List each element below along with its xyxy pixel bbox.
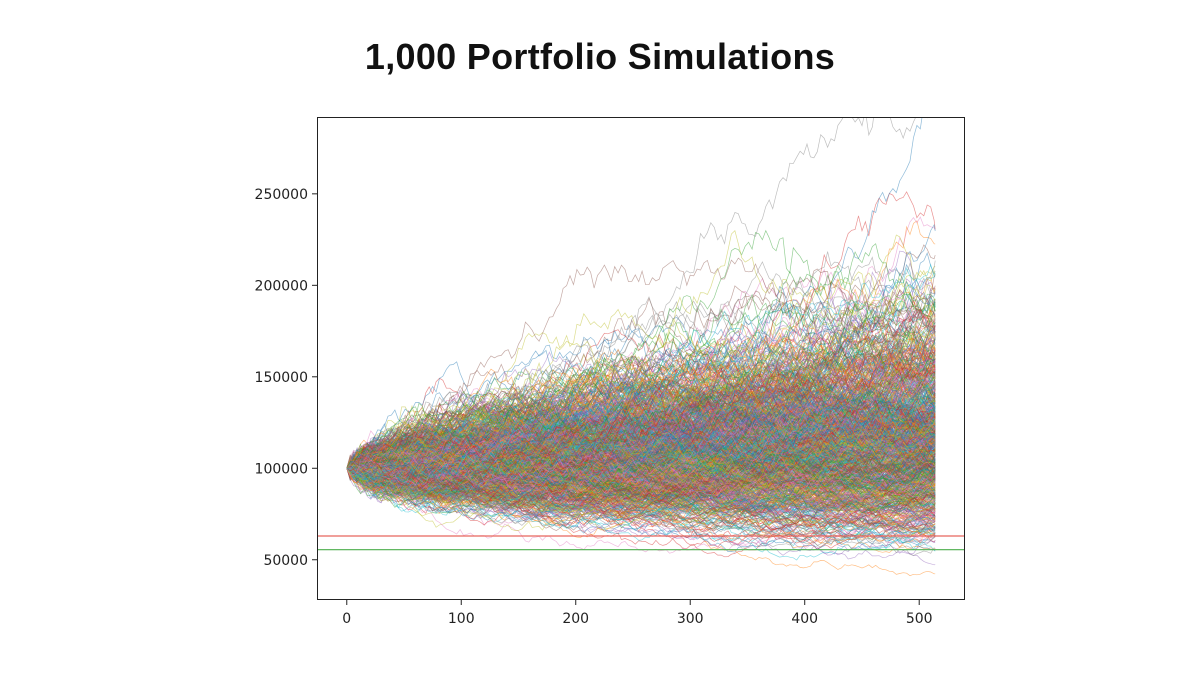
simulation-series [346,394,936,486]
x-tick-label: 400 [791,611,818,627]
simulation-series [346,404,936,469]
y-axis: 50000 100000 150000 200000 250000 [255,187,317,569]
simulation-series [346,304,936,469]
simulation-series [346,463,936,522]
y-tick-label: 250000 [255,187,308,203]
x-axis: 0 100 200 300 400 500 [342,600,933,627]
simulation-series [346,403,936,487]
y-tick-label: 200000 [255,278,308,294]
simulation-series [346,377,936,488]
simulation-series [346,256,936,480]
simulation-series [346,390,936,469]
simulation-series [346,364,936,474]
simulation-series [346,410,936,470]
x-tick-label: 500 [906,611,933,627]
x-tick-label: 100 [448,611,475,627]
simulation-series [346,452,936,507]
simulation-series [346,457,936,492]
simulation-series [346,423,936,485]
simulation-series [346,340,936,469]
simulation-series [346,329,936,470]
simulation-series [346,333,936,469]
x-tick-label: 200 [562,611,589,627]
simulation-series [346,440,936,494]
simulation-series [346,468,936,512]
series-lines [346,117,936,577]
x-tick-label: 0 [342,611,351,627]
simulation-series [346,423,936,498]
y-tick-label: 50000 [263,553,308,569]
simulation-series [346,415,936,512]
plot-frame [317,117,965,600]
chart-title: 1,000 Portfolio Simulations [364,36,836,77]
simulation-series [346,430,936,491]
simulation-series [346,451,936,495]
y-tick-label: 100000 [255,461,308,477]
simulation-series [346,452,936,505]
simulation-series [346,390,936,488]
x-tick-label: 300 [677,611,704,627]
simulation-series [346,366,936,484]
reference-lines [317,535,965,551]
simulation-series [346,386,936,480]
y-tick-label: 150000 [255,370,308,386]
simulation-series [346,418,936,488]
simulation-series [346,426,936,488]
simulation-series [346,323,936,485]
simulation-series [346,397,936,473]
simulation-series [346,257,936,469]
simulation-series [346,443,936,526]
simulation-series [346,390,936,482]
simulation-series [346,464,936,552]
simulation-series [346,324,936,478]
simulation-series [346,445,936,516]
simulation-series [346,464,936,545]
simulation-series [346,425,936,491]
simulation-series [346,385,936,485]
simulation-series [346,326,936,477]
simulation-series [346,435,936,497]
simulation-series [346,327,936,469]
simulation-series [346,465,936,534]
simulation-series [346,456,936,508]
